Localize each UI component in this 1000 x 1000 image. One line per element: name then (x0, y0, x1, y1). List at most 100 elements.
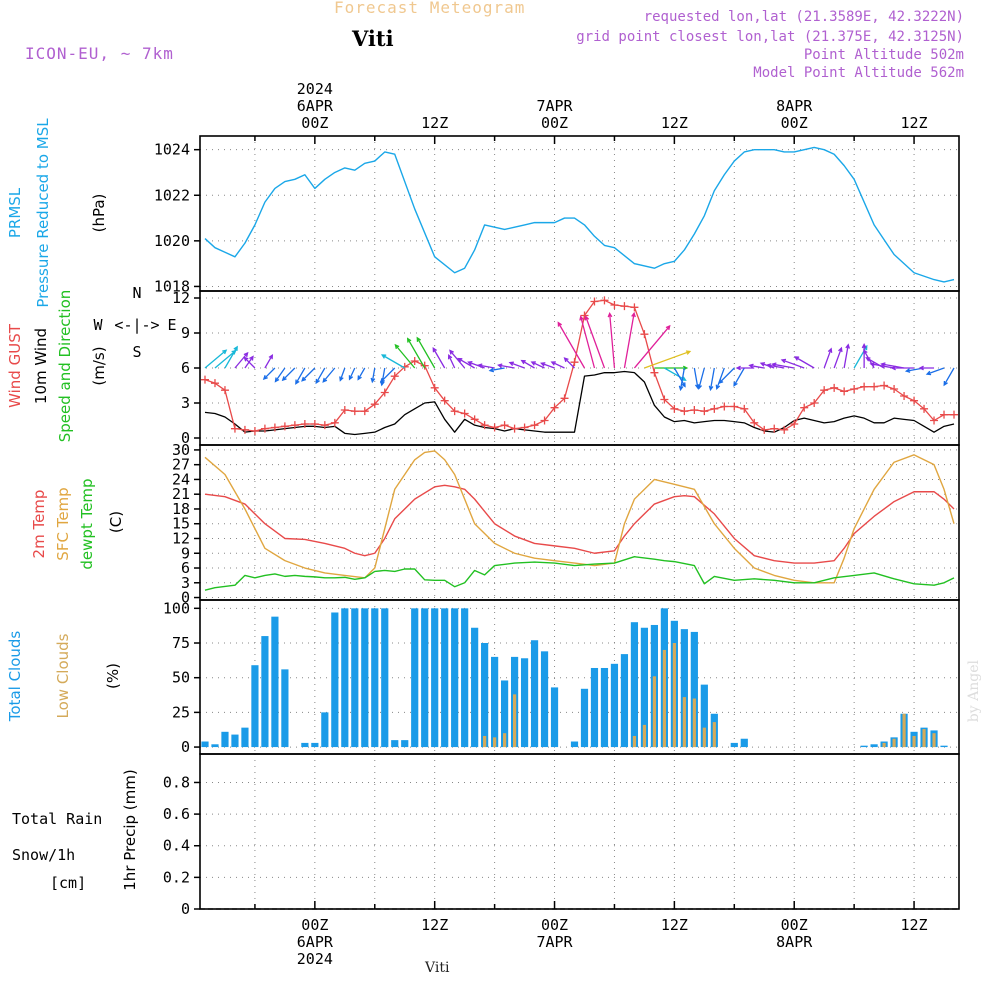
gust-marker (300, 420, 309, 428)
total-clouds-bar (520, 658, 529, 748)
total-clouds-bar (441, 608, 449, 748)
gust-marker (540, 416, 549, 425)
y-tick-label: 0.4 (163, 837, 190, 855)
gust-marker (840, 387, 849, 396)
wind-direction-arrow (243, 356, 256, 369)
low-clouds-bar (513, 694, 517, 748)
gust-marker (380, 388, 389, 397)
gust-marker (260, 424, 269, 433)
gust-marker (200, 375, 209, 384)
gust-marker (370, 400, 379, 409)
wind-direction-arrow (563, 357, 575, 369)
gust-marker (640, 330, 649, 339)
wind-direction-arrow (530, 361, 545, 369)
low-clouds-bar (882, 742, 886, 748)
y-tick-label: 12 (172, 529, 190, 547)
wind-direction-arrow (633, 324, 671, 369)
wind-direction-arrow (497, 363, 515, 369)
gust-marker (710, 404, 719, 413)
gust-marker (330, 418, 339, 427)
y-tick-label: 100 (163, 599, 190, 617)
y-tick-label: 24 (172, 470, 190, 488)
y-tick-label: 6 (181, 359, 190, 377)
series-line-sfc-temp (204, 450, 955, 584)
gust-marker (930, 416, 939, 425)
wind-direction-arrow (295, 367, 306, 385)
panel-title-wind: 10m Wind (32, 328, 50, 404)
gust-marker (700, 407, 709, 416)
gust-marker (820, 386, 829, 395)
gust-marker (660, 395, 669, 404)
total-clouds-bar (401, 740, 409, 748)
gust-marker (830, 383, 839, 392)
wind-direction-arrow (379, 367, 396, 383)
x-tick-label-top: 2024 (297, 80, 333, 98)
total-clouds-bar (251, 665, 259, 748)
gust-marker (350, 407, 359, 416)
series-line-dewpt-temp (204, 555, 955, 591)
total-clouds-bar (421, 608, 429, 748)
low-clouds-bar (922, 729, 926, 748)
gust-marker (920, 404, 929, 413)
total-clouds-bar (860, 745, 868, 748)
y-tick-label: 3 (181, 394, 190, 412)
gust-marker (890, 385, 899, 393)
x-tick-label-bottom: 12Z (901, 916, 928, 934)
y-tick-label: 1018 (154, 277, 190, 295)
gust-marker (220, 386, 229, 395)
gust-marker (360, 407, 369, 416)
wind-direction-arrow (508, 361, 525, 369)
y-tick-label: 21 (172, 485, 190, 503)
gust-marker (240, 425, 249, 434)
wind-direction-arrow (865, 357, 885, 369)
gust-marker (480, 421, 489, 430)
panel-frame (199, 135, 960, 292)
wind-direction-arrow (406, 337, 426, 369)
x-tick-label-bottom: 7APR (536, 933, 573, 951)
wind-direction-arrow (432, 347, 446, 369)
y-tick-label: 0 (181, 900, 190, 918)
wind-direction-arrow (771, 362, 795, 369)
wind-direction-arrow (274, 367, 286, 383)
x-tick-label-bottom: 8APR (776, 933, 813, 951)
total-clouds-bar (600, 667, 609, 748)
total-clouds-bar (411, 608, 419, 748)
wind-direction-arrow (943, 367, 955, 387)
gust-marker (210, 379, 219, 388)
wind-direction-arrow (457, 357, 475, 369)
compass-east: E (167, 316, 176, 334)
total-clouds-bar (740, 738, 748, 748)
y-tick-label: 6 (181, 559, 190, 577)
gust-marker (440, 396, 449, 405)
low-clouds-bar (892, 738, 896, 748)
total-clouds-bar (481, 643, 489, 748)
panel-title-clouds: Total Clouds (6, 631, 24, 723)
wind-direction-arrow (708, 367, 715, 392)
wind-direction-arrow (869, 362, 895, 369)
gust-marker (780, 425, 789, 434)
x-tick-label-bottom: 12Z (661, 916, 688, 934)
low-clouds-bar (692, 698, 696, 748)
low-clouds-bar (932, 733, 936, 748)
gust-marker (940, 410, 949, 419)
wind-direction-arrow (880, 362, 905, 369)
wind-direction-arrow (315, 367, 326, 385)
wind-direction-arrow (843, 343, 851, 369)
low-clouds-bar (662, 649, 666, 748)
total-clouds-bar (540, 651, 549, 748)
wind-direction-arrow (579, 315, 596, 369)
gust-marker (870, 382, 879, 391)
gust-marker (560, 394, 569, 403)
gust-marker (670, 404, 679, 413)
y-tick-label: 0.2 (163, 868, 190, 886)
x-tick-label-bottom: 00Z (541, 916, 568, 934)
series-line-2m-temp (204, 484, 955, 564)
gust-marker (690, 406, 699, 414)
total-clouds-bar (491, 656, 499, 748)
total-clouds-bar (870, 744, 878, 748)
low-clouds-bar (642, 724, 646, 748)
y-tick-label: 1022 (154, 186, 190, 204)
wind-direction-arrow (715, 367, 725, 391)
x-tick-label-top: 7APR (536, 97, 573, 115)
